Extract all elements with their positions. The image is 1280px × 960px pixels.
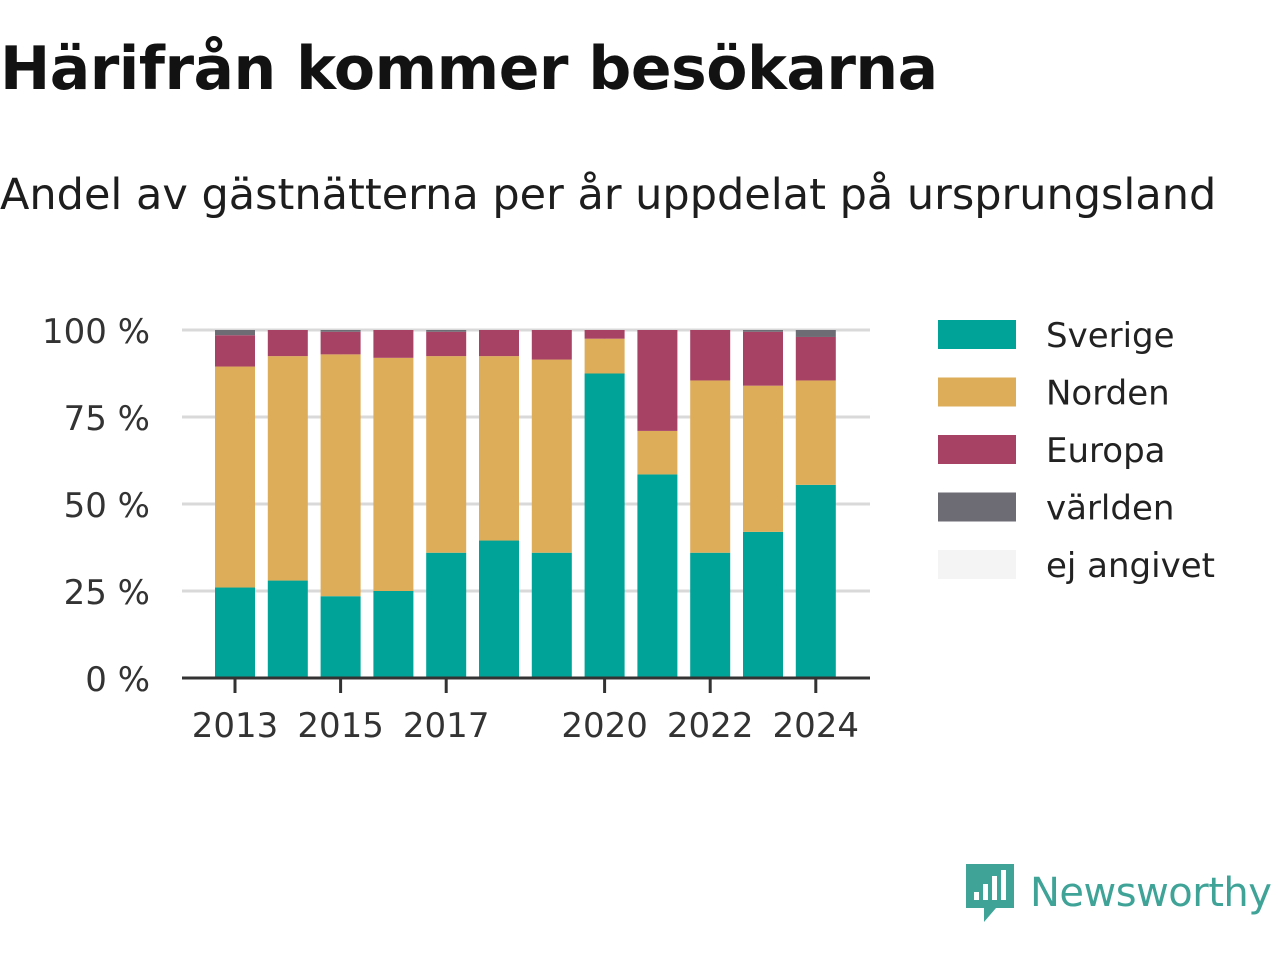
bar-segment <box>320 354 361 597</box>
bar-segment <box>743 331 783 386</box>
legend-swatch <box>938 550 1016 579</box>
bar-segment <box>320 330 361 332</box>
bar-segment <box>743 385 783 532</box>
bar-segment <box>479 540 519 678</box>
x-tick-label: 2022 <box>667 706 754 746</box>
bar-segment <box>531 359 572 553</box>
bar-segment <box>584 330 625 339</box>
x-tick-label: 2017 <box>403 706 490 746</box>
bar-segment <box>743 531 783 678</box>
bar-segment <box>637 330 678 431</box>
brand-name: Newsworthy <box>1030 870 1272 916</box>
bar-segment <box>690 330 731 381</box>
bar-segment <box>215 366 255 588</box>
bar-segment <box>584 373 625 678</box>
bar-segment <box>690 380 731 553</box>
newsworthy-logo-icon <box>966 864 1014 922</box>
bar-segment <box>690 552 731 678</box>
bar-segment <box>373 357 414 591</box>
bar-segment <box>795 484 836 678</box>
bar-segment <box>320 331 361 355</box>
legend-swatch <box>938 492 1016 522</box>
bar-segment <box>743 330 783 332</box>
legend: Sverige Norden Europa världen ej angivet <box>938 316 1215 586</box>
legend-label: ej angivet <box>1046 546 1215 586</box>
legend-swatch <box>938 435 1016 464</box>
bar-segment <box>426 330 467 332</box>
x-tick-label: 2020 <box>561 706 648 746</box>
bar-segment <box>637 430 678 475</box>
bar-segment <box>373 591 414 678</box>
y-tick-label: 50 % <box>64 486 150 526</box>
bar-segment <box>267 330 308 357</box>
legend-label: världen <box>1046 489 1174 529</box>
legend-swatch <box>938 320 1016 349</box>
bar-segment <box>426 356 467 553</box>
bar-segment <box>531 552 572 678</box>
bar-segment <box>373 330 414 358</box>
bar-segment <box>320 596 361 678</box>
bar-segment <box>479 330 519 357</box>
legend-label: Europa <box>1046 431 1165 471</box>
bar-segment <box>215 330 255 336</box>
bar-segment <box>215 335 255 367</box>
x-tick-label: 2013 <box>192 706 279 746</box>
axes: 0 % 25 % 50 % 75 % 100 % 2013 2015 2017 2020 2022… <box>42 312 870 746</box>
legend-label: Sverige <box>1046 316 1175 356</box>
legend-swatch <box>938 377 1016 407</box>
y-tick-label: 100 % <box>42 312 150 352</box>
bar-segment <box>531 330 572 360</box>
bar-segment <box>267 356 308 581</box>
bar-segment <box>795 330 836 337</box>
x-tick-label: 2024 <box>773 706 860 746</box>
bar-segment <box>795 336 836 381</box>
y-tick-label: 75 % <box>64 399 150 439</box>
bar-segment <box>267 580 308 678</box>
y-tick-label: 25 % <box>64 573 150 613</box>
bar-segment <box>795 380 836 485</box>
bar-segment <box>637 474 678 678</box>
chart-subtitle: Andel av gästnätterna per år uppdelat på… <box>0 170 1217 220</box>
x-tick-label: 2015 <box>297 706 384 746</box>
legend-label: Norden <box>1046 374 1170 414</box>
newsworthy-brand: Newsworthy <box>964 862 1272 924</box>
chart-title: Härifrån kommer besökarna <box>0 34 938 104</box>
bar-segment <box>426 331 467 357</box>
bar-segment <box>584 338 625 374</box>
y-tick-label: 0 % <box>85 660 150 700</box>
bar-segment <box>479 356 519 541</box>
bars <box>215 330 836 678</box>
bar-segment <box>215 587 255 678</box>
bar-segment <box>426 552 467 678</box>
